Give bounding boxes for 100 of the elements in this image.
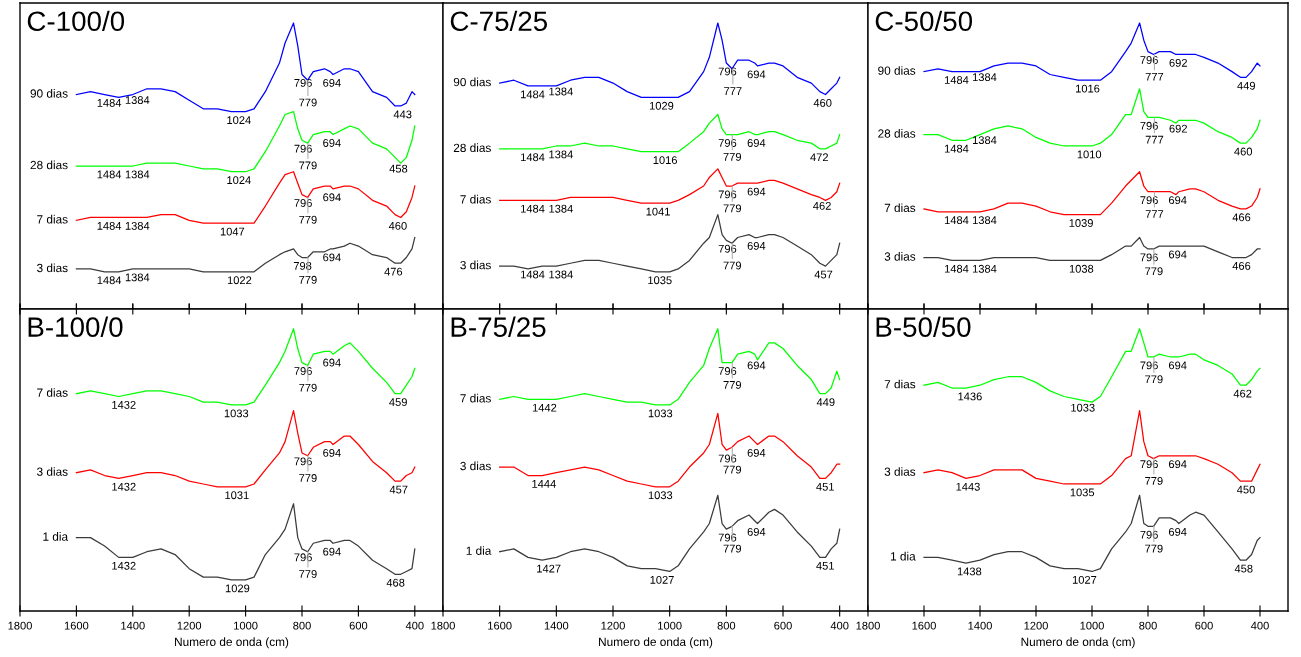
annotation: 1033 <box>648 491 673 500</box>
annotation: 1432 <box>112 561 136 570</box>
annotation: 1384 <box>549 270 573 279</box>
annotation: 796 <box>1140 530 1158 539</box>
annotation: 1024 <box>227 176 251 185</box>
series-label: 7 dias <box>37 388 68 397</box>
chart-title: B-100/0 <box>28 316 123 337</box>
annotation: 1029 <box>225 584 250 593</box>
annotation: 796 <box>718 244 737 253</box>
annotation: 779 <box>723 261 742 270</box>
x-tick-label: 1800 <box>856 621 880 630</box>
x-tick-label: 600 <box>774 621 792 630</box>
chart-title: C-75/25 <box>450 10 548 32</box>
annotation: 694 <box>747 139 766 147</box>
series-label: 3 dias <box>884 467 916 476</box>
x-tick-label: 1600 <box>64 621 89 630</box>
annotation: 1427 <box>537 564 561 573</box>
annotation: 1384 <box>972 73 997 82</box>
annotation: 1484 <box>944 76 969 84</box>
annotation: 476 <box>384 267 403 276</box>
annotation: 694 <box>323 448 341 457</box>
annotation: 692 <box>1169 124 1187 133</box>
annotation: 796 <box>1140 253 1158 262</box>
series-label: 3 dias <box>37 467 68 476</box>
series-label: 3 dias <box>884 252 916 261</box>
annotation: 451 <box>816 561 834 570</box>
annotation: 457 <box>814 270 833 279</box>
annotation: 1016 <box>653 156 678 165</box>
annotation: 1484 <box>944 144 969 153</box>
annotation: 779 <box>299 570 317 578</box>
annotation: 1010 <box>1077 150 1102 159</box>
annotation: 777 <box>1145 135 1164 144</box>
annotation: 1016 <box>1076 84 1100 93</box>
x-axis-title: Numero de onda (cm) <box>1021 637 1135 649</box>
series-label: 90 dias <box>878 66 916 75</box>
x-tick-label: 1400 <box>544 621 569 630</box>
annotation: 1484 <box>521 204 545 213</box>
annotation: 694 <box>323 358 341 367</box>
annotation: 451 <box>816 482 834 491</box>
annotation: 1484 <box>97 98 122 107</box>
annotation: 777 <box>1145 210 1164 218</box>
annotation: 449 <box>816 398 835 406</box>
x-tick-label: 1200 <box>177 621 202 630</box>
series-label: 90 dias <box>30 89 68 98</box>
annotation: 1432 <box>112 482 136 491</box>
annotation: 468 <box>386 578 405 587</box>
x-tick-label: 1400 <box>968 621 992 630</box>
annotation: 1039 <box>1069 219 1093 227</box>
annotation: 1033 <box>224 409 249 418</box>
annotation: 1047 <box>220 227 245 236</box>
series-label: 3 dias <box>460 260 491 270</box>
chart-title: B-50/50 <box>876 316 971 337</box>
annotation: 1384 <box>125 273 150 282</box>
chart-title: C-50/50 <box>875 10 973 32</box>
series-label: 3 dias <box>37 263 68 273</box>
annotation: 779 <box>299 474 317 482</box>
annotation: 1031 <box>225 491 249 500</box>
x-tick-label: 1600 <box>912 621 936 630</box>
annotation: 1384 <box>549 204 573 213</box>
annotation: 779 <box>299 383 317 392</box>
x-axis-title: Numero de onda (cm) <box>599 637 713 649</box>
series-label: 1 dia <box>466 546 492 555</box>
annotation: 1438 <box>957 567 982 576</box>
annotation: 796 <box>718 367 737 375</box>
annotation: 443 <box>393 110 412 119</box>
x-tick-label: 1000 <box>658 621 682 630</box>
annotation: 796 <box>718 139 737 147</box>
annotation: 694 <box>323 139 341 147</box>
annotation: 1442 <box>532 403 557 412</box>
annotation: 779 <box>1145 476 1163 485</box>
annotation: 779 <box>299 275 317 284</box>
annotation: 1033 <box>648 409 673 418</box>
series-label: 90 dias <box>453 77 491 87</box>
x-tick-label: 1000 <box>1080 621 1104 630</box>
annotation: 694 <box>323 253 341 262</box>
x-tick-label: 400 <box>405 621 424 630</box>
annotation: 458 <box>1234 564 1253 573</box>
annotation: 1443 <box>956 482 980 491</box>
annotation: 798 <box>293 261 312 270</box>
annotation: 796 <box>718 454 737 463</box>
x-tick-label: 600 <box>349 621 368 630</box>
annotation: 1484 <box>97 221 122 230</box>
x-tick-label: 1400 <box>121 621 145 630</box>
annotation: 694 <box>323 547 341 556</box>
series-label: 28 dias <box>878 129 916 138</box>
series-label: 7 dias <box>884 379 916 389</box>
annotation: 1384 <box>972 216 997 225</box>
annotation: 1033 <box>1071 403 1095 412</box>
annotation: 1384 <box>549 87 573 96</box>
annotation: 796 <box>294 78 312 87</box>
annotation: 796 <box>294 199 312 207</box>
annotation: 796 <box>718 533 737 542</box>
annotation: 462 <box>1233 389 1252 398</box>
annotation: 1035 <box>1070 488 1095 497</box>
series-label: 7 dias <box>460 194 491 204</box>
series-label: 3 dias <box>460 461 491 471</box>
series-label: 1 dia <box>890 551 916 561</box>
annotation: 472 <box>810 153 828 162</box>
annotation: 796 <box>718 190 737 199</box>
annotation: 779 <box>723 465 742 474</box>
